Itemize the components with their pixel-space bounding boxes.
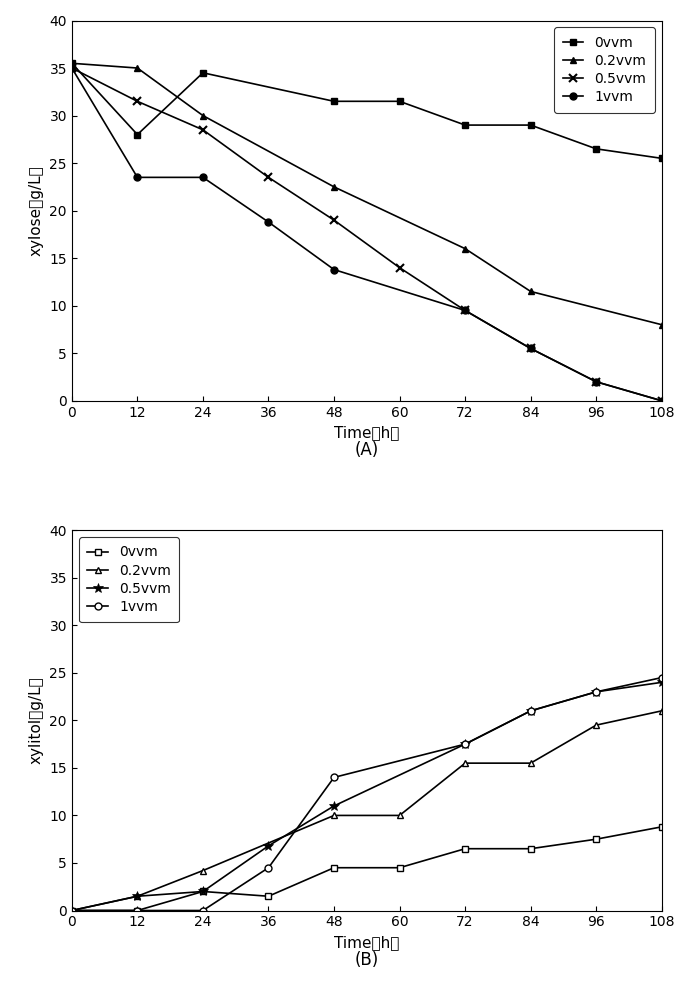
0vvm — [68, 904, 76, 916]
0vvm — [330, 95, 338, 107]
1vvm — [199, 904, 207, 916]
0vvm — [592, 143, 600, 155]
1vvm — [592, 376, 600, 388]
1vvm — [461, 304, 469, 316]
1vvm — [133, 904, 141, 916]
0vvm — [395, 95, 404, 107]
0vvm — [133, 129, 141, 141]
Y-axis label: xylose（g/L）: xylose（g/L） — [29, 165, 43, 256]
0vvm — [199, 67, 207, 79]
1vvm — [264, 862, 273, 874]
0.2vvm — [330, 809, 338, 821]
0.5vvm — [199, 124, 207, 136]
1vvm — [526, 342, 535, 354]
0.2vvm — [199, 865, 207, 877]
0.5vvm — [68, 904, 76, 916]
0vvm — [395, 862, 404, 874]
1vvm — [526, 705, 535, 717]
0.5vvm — [133, 890, 141, 902]
Line: 0.5vvm: 0.5vvm — [67, 677, 667, 915]
Legend: 0vvm, 0.2vvm, 0.5vvm, 1vvm: 0vvm, 0.2vvm, 0.5vvm, 1vvm — [79, 537, 179, 622]
0vvm — [199, 885, 207, 897]
0.5vvm — [592, 376, 600, 388]
1vvm — [658, 672, 666, 684]
0.2vvm — [133, 62, 141, 74]
0.2vvm — [658, 705, 666, 717]
Line: 0.2vvm: 0.2vvm — [68, 60, 665, 328]
0vvm — [658, 152, 666, 164]
0.5vvm — [526, 342, 535, 354]
X-axis label: Time（h）: Time（h） — [334, 425, 400, 440]
0.5vvm — [330, 214, 338, 226]
0.5vvm — [461, 304, 469, 316]
Line: 0.2vvm: 0.2vvm — [68, 707, 665, 914]
0vvm — [592, 833, 600, 845]
0.2vvm — [658, 319, 666, 331]
0.2vvm — [68, 57, 76, 69]
0.2vvm — [395, 809, 404, 821]
Line: 0vvm: 0vvm — [68, 60, 665, 162]
0.5vvm — [592, 686, 600, 698]
1vvm — [68, 62, 76, 74]
0.2vvm — [133, 890, 141, 902]
0.2vvm — [592, 719, 600, 731]
0.5vvm — [526, 705, 535, 717]
1vvm — [658, 395, 666, 407]
0vvm — [526, 119, 535, 131]
0vvm — [133, 904, 141, 916]
1vvm — [68, 904, 76, 916]
0vvm — [526, 843, 535, 855]
0.5vvm — [658, 676, 666, 688]
0vvm — [461, 843, 469, 855]
0vvm — [330, 862, 338, 874]
0.2vvm — [199, 110, 207, 122]
0.2vvm — [330, 181, 338, 193]
0.2vvm — [526, 757, 535, 769]
0.5vvm — [199, 885, 207, 897]
Text: (A): (A) — [355, 441, 379, 459]
0.5vvm — [68, 62, 76, 74]
1vvm — [199, 171, 207, 183]
Line: 1vvm: 1vvm — [68, 674, 665, 914]
0.2vvm — [68, 904, 76, 916]
0.5vvm — [264, 171, 273, 183]
Line: 0vvm: 0vvm — [68, 823, 665, 914]
1vvm — [330, 264, 338, 276]
0.5vvm — [395, 262, 404, 274]
Text: (B): (B) — [355, 951, 379, 969]
0.5vvm — [264, 840, 273, 852]
0.5vvm — [330, 800, 338, 812]
0vvm — [264, 890, 273, 902]
0.5vvm — [461, 738, 469, 750]
0.2vvm — [461, 757, 469, 769]
X-axis label: Time（h）: Time（h） — [334, 935, 400, 950]
0vvm — [658, 821, 666, 833]
Line: 0.5vvm: 0.5vvm — [68, 64, 666, 405]
0.2vvm — [461, 243, 469, 255]
1vvm — [461, 738, 469, 750]
1vvm — [330, 771, 338, 783]
Y-axis label: xylitol（g/L）: xylitol（g/L） — [29, 676, 43, 764]
1vvm — [264, 216, 273, 228]
Line: 1vvm: 1vvm — [68, 65, 665, 404]
0.2vvm — [526, 285, 535, 297]
1vvm — [133, 171, 141, 183]
1vvm — [592, 686, 600, 698]
0.5vvm — [133, 95, 141, 107]
Legend: 0vvm, 0.2vvm, 0.5vvm, 1vvm: 0vvm, 0.2vvm, 0.5vvm, 1vvm — [554, 27, 655, 113]
0vvm — [68, 57, 76, 69]
0vvm — [461, 119, 469, 131]
0.5vvm — [658, 395, 666, 407]
